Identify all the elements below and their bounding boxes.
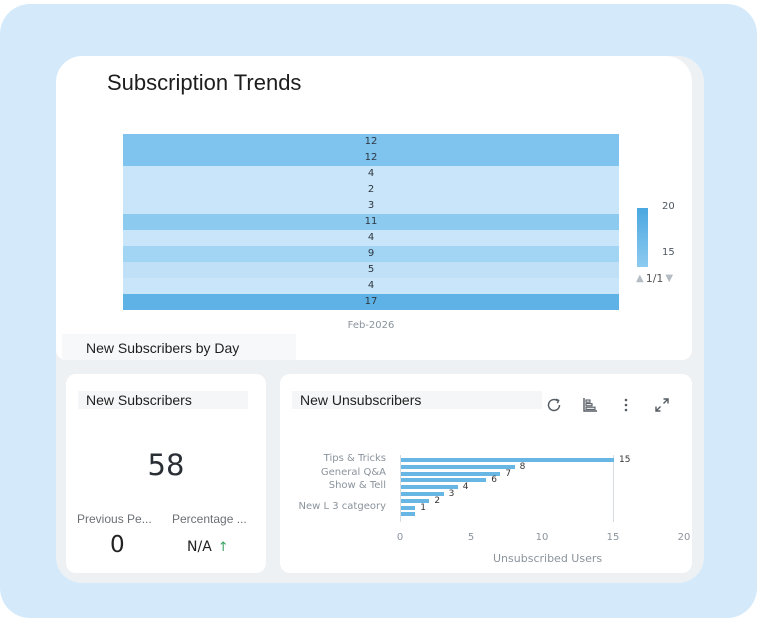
bar-data-label: 4 xyxy=(462,482,469,493)
chart-bar[interactable] xyxy=(401,492,444,496)
reference-line xyxy=(613,455,614,523)
subscribers-heatmap[interactable]: 12 12 4 2 3 11 4 9 5 4 17 Feb-2026 xyxy=(123,134,619,331)
heatmap-subtitle: New Subscribers by Day xyxy=(62,334,296,360)
chart-bar[interactable] xyxy=(401,485,458,490)
previous-period-label: Previous Pe... xyxy=(77,512,152,526)
percentage-label: Percentage ... xyxy=(172,512,247,526)
y-axis-label: New L 3 catgeory xyxy=(298,500,386,512)
pager-down-icon[interactable]: ▼ xyxy=(665,273,674,284)
bar-data-label: 3 xyxy=(448,489,455,499)
more-vertical-icon[interactable] xyxy=(608,394,644,416)
chart-bar[interactable] xyxy=(401,471,501,476)
chart-bar[interactable] xyxy=(401,505,416,510)
heatmap-cell[interactable]: 12 xyxy=(123,134,619,150)
heatmap-cell[interactable]: 17 xyxy=(123,294,619,310)
trend-up-icon: ↑ xyxy=(217,540,229,555)
bar-data-label: 15 xyxy=(619,455,631,465)
heatmap-cell[interactable]: 4 xyxy=(123,230,619,246)
legend-min-label: 15 xyxy=(662,247,675,258)
heatmap-cell[interactable]: 5 xyxy=(123,262,619,278)
page-background: Subscription Trends 12 12 4 2 3 11 4 9 5 4 17 Feb-2… xyxy=(0,4,757,618)
y-axis-label: Tips & Tricks xyxy=(323,453,386,464)
page-title: Subscription Trends xyxy=(107,70,302,95)
expand-icon[interactable] xyxy=(644,394,680,416)
chart-bar[interactable] xyxy=(401,512,416,517)
heatmap-cell[interactable]: 4 xyxy=(123,278,619,294)
x-axis-tick: 10 xyxy=(535,532,549,543)
heatmap-color-legend xyxy=(637,208,648,267)
new-unsubscribers-title: New Unsubscribers xyxy=(292,391,542,409)
heatmap-cell[interactable]: 3 xyxy=(123,198,619,214)
x-axis-title: Unsubscribed Users xyxy=(493,552,603,565)
subscription-trends-card: Subscription Trends 12 12 4 2 3 11 4 9 5 4 17 Feb-2… xyxy=(56,56,692,360)
legend-pager: ▲ 1/1 ▼ xyxy=(636,272,673,285)
y-axis-label: General Q&A xyxy=(320,466,386,478)
pager-up-icon[interactable]: ▲ xyxy=(636,273,644,284)
percentage-value: N/A xyxy=(187,539,212,555)
heatmap-cell[interactable]: 12 xyxy=(123,150,619,166)
chart-bar[interactable] xyxy=(401,478,487,483)
y-axis-label: Show & Tell xyxy=(328,480,386,492)
new-unsubscribers-card: New Unsubscribers 15 Tips & Tricks 8 7 Gener… xyxy=(280,374,692,573)
chart-bar[interactable] xyxy=(401,498,430,503)
previous-period-value: 0 xyxy=(110,532,125,558)
y-axis-line xyxy=(400,455,401,523)
dashboard: Subscription Trends 12 12 4 2 3 11 4 9 5 4 17 Feb-2… xyxy=(56,56,704,583)
new-subscribers-card: New Subscribers 58 Previous Pe... Percen… xyxy=(66,374,266,573)
bar-data-label: 8 xyxy=(519,461,526,472)
refresh-icon[interactable] xyxy=(536,394,572,416)
heatmap-cell[interactable]: 2 xyxy=(123,182,619,198)
bar-data-label: 6 xyxy=(491,475,497,486)
chart-bar[interactable] xyxy=(401,464,515,469)
percentage-value-wrap: N/A ↑ xyxy=(187,539,229,555)
legend-max-label: 20 xyxy=(662,201,675,212)
heatmap-cell[interactable]: 11 xyxy=(123,214,619,230)
heatmap-cell[interactable]: 4 xyxy=(123,166,619,182)
heatmap-x-label: Feb-2026 xyxy=(347,320,395,331)
x-axis-tick: 5 xyxy=(467,532,475,543)
x-axis-tick: 20 xyxy=(677,532,691,543)
heatmap-cell[interactable]: 9 xyxy=(123,246,619,262)
bar-data-label: 2 xyxy=(434,495,441,506)
new-subscribers-total: 58 xyxy=(147,448,185,482)
new-subscribers-title: New Subscribers xyxy=(78,391,248,409)
x-axis-tick: 0 xyxy=(396,532,404,543)
chart-type-icon[interactable] xyxy=(572,394,608,416)
bar-data-label: 1 xyxy=(420,502,426,513)
x-axis-tick: 15 xyxy=(606,532,620,543)
chart-bar[interactable] xyxy=(401,458,614,462)
bar-data-label: 7 xyxy=(505,468,512,479)
chart-toolbar xyxy=(536,394,680,416)
legend-page-indicator: 1/1 xyxy=(645,272,664,285)
